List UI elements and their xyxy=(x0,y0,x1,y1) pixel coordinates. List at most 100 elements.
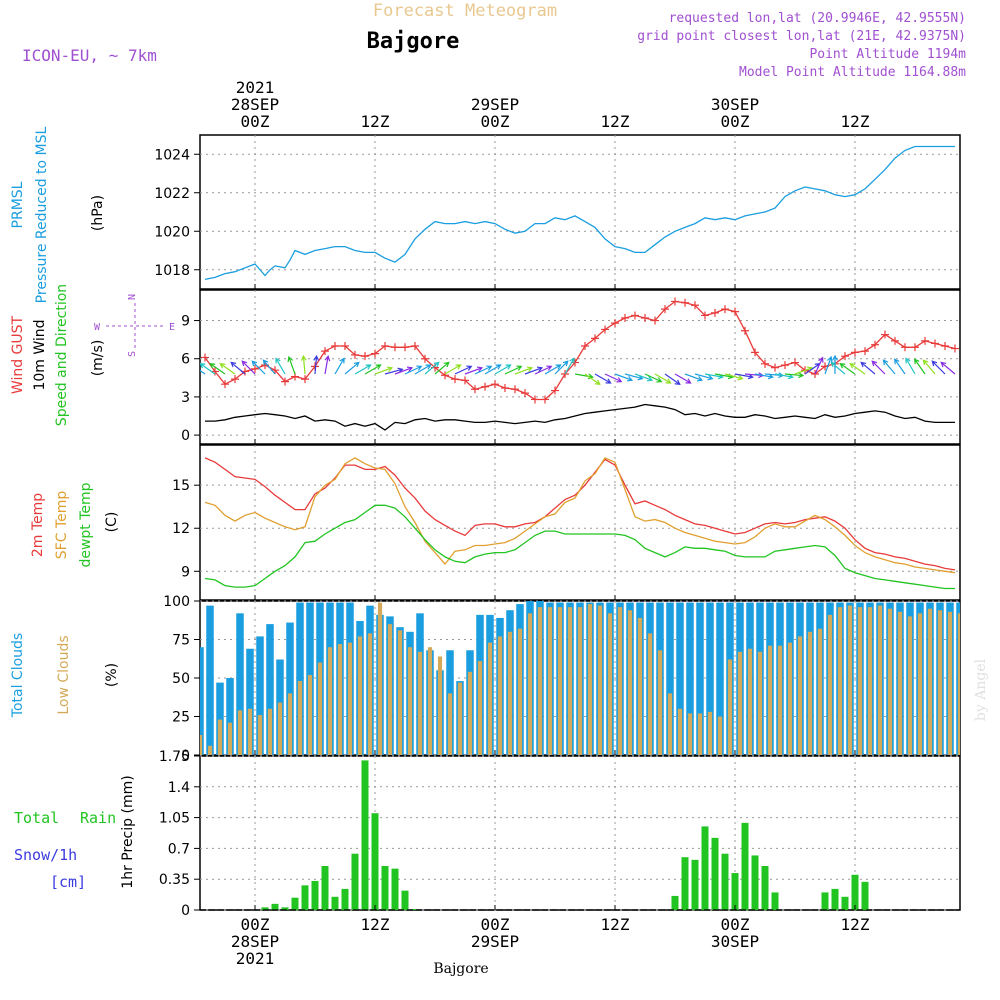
gust-marker xyxy=(361,352,369,361)
precip-bar xyxy=(381,866,389,910)
snow-unit-label: [cm] xyxy=(50,873,86,891)
gust-marker xyxy=(611,319,619,328)
low-cloud-bar xyxy=(507,631,513,755)
precip-bar xyxy=(861,881,869,910)
wind-arrow xyxy=(634,373,654,382)
gust-marker xyxy=(951,344,959,353)
gust-marker xyxy=(711,308,719,317)
wind-arrow xyxy=(574,373,594,380)
y-tick-label: 0 xyxy=(181,903,190,919)
bottom-time-label: 12Z xyxy=(601,915,630,934)
gust-marker xyxy=(661,305,669,314)
y-tick-label: 25 xyxy=(172,710,190,726)
wind-arrow xyxy=(275,357,286,375)
panel-frame xyxy=(199,444,961,601)
wind-arrow xyxy=(544,364,562,375)
bottom-time-label: 30SEP xyxy=(711,932,759,951)
wind-arrow xyxy=(262,359,276,375)
compass-w: W xyxy=(94,322,101,333)
dewpt-label: dewpt Temp xyxy=(78,482,94,567)
low-cloud-bar xyxy=(717,716,723,755)
credit: by Angel xyxy=(973,658,989,721)
wind-arrow xyxy=(300,354,307,375)
gust-marker xyxy=(391,343,399,352)
low-cloud-bar xyxy=(747,648,753,755)
low-cloud-bar xyxy=(447,693,453,755)
faint-title: Forecast Meteogram xyxy=(373,1,557,21)
low-cloud-bar xyxy=(917,613,923,755)
wind-arrow xyxy=(200,369,206,375)
pressure-panel: PRMSL Pressure Reduced to MSL (hPa) 1018… xyxy=(10,126,961,303)
wind-arrow xyxy=(614,373,634,382)
gust-marker xyxy=(471,385,479,394)
wind-arrow xyxy=(404,365,423,375)
bottom-time-label: 12Z xyxy=(841,915,870,934)
gust-marker xyxy=(441,371,449,380)
gust-marker xyxy=(591,334,599,343)
low-cloud-bar xyxy=(297,681,303,755)
precip-bar xyxy=(761,866,769,910)
gust-marker xyxy=(421,354,429,363)
precip-bar xyxy=(351,853,359,910)
wind-arrow xyxy=(454,365,473,375)
gust-marker xyxy=(691,301,699,310)
low-cloud-bar xyxy=(567,607,573,755)
precip-bar xyxy=(391,868,399,910)
clouds-unit: (%) xyxy=(104,663,120,687)
wind-arrow xyxy=(940,361,956,375)
gust-marker xyxy=(781,361,789,370)
low-cloud-bar xyxy=(200,734,203,755)
gust-marker xyxy=(351,350,359,359)
pressure-unit: (hPa) xyxy=(90,195,106,231)
precip-bar xyxy=(411,909,419,910)
compass-n: N xyxy=(127,294,138,300)
low-cloud-bar xyxy=(957,613,960,755)
wind-arrow xyxy=(230,361,246,375)
precip-bar xyxy=(291,897,299,910)
gust-marker xyxy=(671,297,679,306)
gust-marker xyxy=(941,342,949,350)
y-tick-label: 0 xyxy=(181,748,190,764)
bottom-time-label: 00Z xyxy=(241,915,270,934)
y-tick-label: 1024 xyxy=(154,147,190,163)
low-cloud-bar xyxy=(587,604,593,755)
low-cloud-bar xyxy=(927,608,933,755)
gust-marker xyxy=(931,339,939,348)
wind-arrow xyxy=(414,364,432,375)
wind-arrow xyxy=(604,373,623,383)
wind-arrow xyxy=(374,366,394,375)
panel-frame xyxy=(199,134,961,290)
wind-arrow xyxy=(839,362,856,375)
gust-marker xyxy=(851,348,859,357)
low-cloud-bar xyxy=(897,611,903,755)
precip-bar xyxy=(311,880,319,910)
gust-marker xyxy=(771,363,779,372)
y-tick-label: 0 xyxy=(181,428,190,444)
total-cloud-bar xyxy=(296,602,304,755)
total-cloud-bar xyxy=(236,613,244,755)
low-clouds-label: Low Clouds xyxy=(56,635,72,714)
low-cloud-bar xyxy=(797,636,803,755)
gust-marker xyxy=(891,336,899,345)
wind-arrow xyxy=(893,358,906,375)
gust-marker xyxy=(871,340,879,349)
bottom-time-label: 28SEP xyxy=(231,932,279,951)
total-cloud-bar xyxy=(200,647,204,755)
prmsl-label: PRMSL xyxy=(10,181,26,228)
low-cloud-bar xyxy=(697,713,703,755)
precip-bar xyxy=(851,874,859,910)
gust-marker xyxy=(451,375,459,384)
low-cloud-bar xyxy=(557,607,563,755)
y-tick-label: 6 xyxy=(181,352,190,368)
gust-marker xyxy=(571,358,579,367)
total-cloud-bar xyxy=(206,605,214,755)
gust-marker xyxy=(581,342,589,350)
y-tick-label: 1.4 xyxy=(168,780,190,796)
gust-marker xyxy=(761,359,769,368)
precip-bar xyxy=(361,760,369,910)
wind-arrow xyxy=(334,357,345,375)
precip-bar xyxy=(341,888,349,910)
wind-arrow xyxy=(464,366,484,375)
wind-arrow xyxy=(849,362,866,375)
